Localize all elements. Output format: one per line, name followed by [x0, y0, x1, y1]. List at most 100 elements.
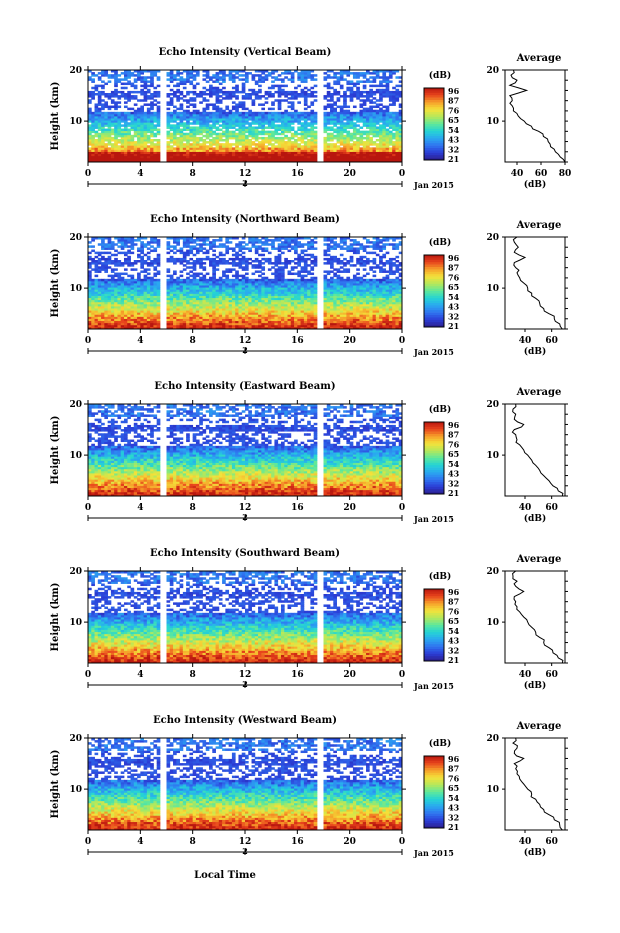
heatmap-cell — [131, 91, 135, 93]
heatmap-cell — [140, 106, 144, 108]
heatmap-cell — [212, 137, 216, 139]
heatmap-cell — [294, 139, 298, 141]
heatmap-cell — [193, 91, 197, 93]
heatmap-cell — [271, 76, 275, 78]
average-title: Average — [516, 53, 562, 64]
heatmap-cell — [196, 247, 200, 249]
heatmap-cell — [356, 87, 360, 89]
heatmap-cell — [350, 143, 354, 145]
heatmap-cell — [180, 91, 184, 93]
average-y-tick-label: 10 — [486, 117, 499, 127]
heatmap-cell — [288, 112, 292, 114]
heatmap-cell — [206, 80, 210, 82]
heatmap-cell — [363, 95, 367, 97]
heatmap-cell — [101, 256, 105, 258]
heatmap-cell — [202, 275, 206, 277]
heatmap-cell — [150, 139, 154, 141]
heatmap-cell — [235, 133, 239, 135]
heatmap-cell — [147, 80, 151, 82]
heatmap-cell — [258, 260, 262, 262]
heatmap-cell — [271, 131, 275, 133]
heatmap-cell — [222, 97, 226, 99]
heatmap-cell — [114, 89, 118, 91]
heatmap-cell — [167, 279, 171, 281]
heatmap-cell — [131, 112, 135, 114]
heatmap-cell — [117, 112, 121, 114]
heatmap-cell — [157, 254, 161, 256]
heatmap-cell — [232, 275, 236, 277]
colorbar-unit: (dB) — [429, 70, 451, 81]
heatmap-cell — [376, 99, 380, 101]
heatmap-cell — [238, 112, 242, 114]
heatmap-cell — [167, 85, 171, 87]
x-tick-label: 8 — [190, 169, 196, 179]
heatmap-cell — [274, 145, 278, 147]
heatmap-cell — [327, 74, 331, 76]
heatmap-cell — [242, 95, 246, 97]
heatmap-cell — [369, 89, 373, 91]
heatmap-cell — [189, 245, 193, 247]
heatmap-cell — [242, 252, 246, 254]
heatmap-cell — [150, 245, 154, 247]
heatmap-cell — [153, 266, 157, 268]
heatmap-cell — [121, 252, 125, 254]
heatmap-cell — [229, 143, 233, 145]
heatmap-cell — [167, 131, 171, 133]
heatmap-cell — [131, 135, 135, 137]
heatmap-cell — [301, 112, 305, 114]
heatmap-cell — [304, 108, 308, 110]
heatmap-cell — [111, 241, 115, 243]
heatmap-cell — [245, 258, 249, 260]
heatmap-cell — [95, 93, 99, 95]
heatmap-cell — [209, 139, 213, 141]
heatmap-cell — [219, 124, 223, 126]
colorbar-tick-label: 87 — [448, 96, 459, 106]
heatmap-cell — [153, 112, 157, 114]
heatmap-cell — [137, 273, 141, 275]
heatmap-cell — [108, 112, 112, 114]
heatmap-cell — [189, 275, 193, 277]
heatmap-cell — [291, 91, 295, 93]
heatmap-cell — [140, 241, 144, 243]
heatmap-cell — [88, 270, 92, 272]
heatmap-cell — [395, 89, 399, 91]
heatmap-cell — [235, 270, 239, 272]
heatmap-cell — [294, 110, 298, 112]
heatmap-cell — [101, 252, 105, 254]
heatmap-cell — [153, 273, 157, 275]
heatmap-cell — [147, 85, 151, 87]
heatmap-cell — [121, 72, 125, 74]
heatmap-cell — [134, 279, 138, 281]
heatmap-cell — [189, 258, 193, 260]
heatmap-cell — [91, 78, 95, 80]
heatmap-cell — [121, 129, 125, 131]
heatmap-cell — [127, 245, 131, 247]
heatmap-cell — [117, 139, 121, 141]
heatmap-cell — [98, 266, 102, 268]
heatmap-cell — [366, 91, 370, 93]
heatmap-cell — [219, 99, 223, 101]
heatmap-cell — [147, 252, 151, 254]
heatmap-cell — [219, 83, 223, 85]
heatmap-cell — [167, 141, 171, 143]
heatmap-cell — [199, 277, 203, 279]
colorbar-swatch — [424, 90, 444, 93]
heatmap-cell — [114, 279, 118, 281]
heatmap-cell — [238, 258, 242, 260]
heatmap-cell — [219, 76, 223, 78]
heatmap-cell — [284, 85, 288, 87]
heatmap-cell — [274, 85, 278, 87]
heatmap-cell — [176, 112, 180, 114]
average-x-tick-label: 60 — [535, 169, 548, 179]
heatmap-cell — [265, 74, 269, 76]
heatmap-cell — [91, 268, 95, 270]
heatmap-cell — [229, 258, 233, 260]
heatmap-cell — [258, 85, 262, 87]
heatmap-cell — [343, 110, 347, 112]
heatmap-cell — [212, 74, 216, 76]
heatmap-cell — [95, 275, 99, 277]
heatmap-cell — [114, 273, 118, 275]
heatmap-cell — [186, 250, 190, 252]
heatmap-cell — [134, 243, 138, 245]
colorbar-swatch — [424, 114, 444, 117]
